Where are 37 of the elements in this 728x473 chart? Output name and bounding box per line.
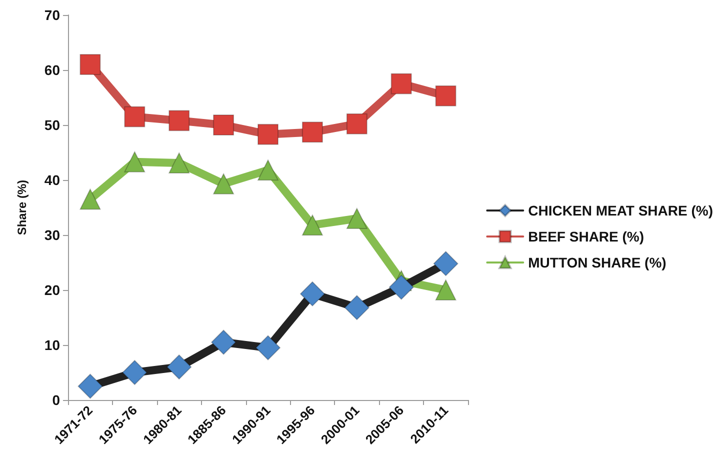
point bbox=[168, 110, 190, 132]
point bbox=[168, 152, 190, 174]
point bbox=[344, 295, 370, 320]
point bbox=[122, 360, 148, 385]
y-tick-label: 50 bbox=[44, 117, 60, 133]
point bbox=[258, 160, 278, 181]
point bbox=[433, 251, 458, 276]
y-tick-label: 40 bbox=[44, 172, 60, 188]
point bbox=[435, 280, 456, 300]
point bbox=[80, 188, 101, 210]
y-tick-label: 30 bbox=[44, 227, 60, 243]
point bbox=[390, 73, 412, 94]
point bbox=[124, 151, 146, 172]
y-tick-label: 20 bbox=[44, 282, 60, 298]
point bbox=[256, 335, 280, 360]
point bbox=[124, 106, 146, 128]
y-axis-title: Share (%) bbox=[15, 180, 29, 236]
point bbox=[302, 214, 323, 236]
point bbox=[435, 85, 456, 106]
point bbox=[166, 354, 192, 380]
legend-label: BEEF SHARE (%) bbox=[528, 228, 644, 244]
point bbox=[346, 208, 368, 229]
legend-label: MUTTON SHARE (%) bbox=[528, 254, 666, 270]
point bbox=[300, 281, 325, 306]
y-tick-label: 0 bbox=[52, 392, 60, 408]
point bbox=[78, 374, 103, 399]
point bbox=[346, 113, 368, 134]
y-tick-label: 10 bbox=[44, 337, 60, 353]
point bbox=[211, 330, 236, 355]
point bbox=[213, 173, 234, 194]
legend-label: CHICKEN MEAT SHARE (%) bbox=[528, 202, 714, 218]
point bbox=[302, 122, 323, 143]
point bbox=[258, 124, 278, 145]
point bbox=[213, 114, 234, 136]
point bbox=[80, 54, 101, 75]
y-tick-label: 70 bbox=[44, 7, 60, 23]
y-tick-label: 60 bbox=[44, 62, 60, 78]
